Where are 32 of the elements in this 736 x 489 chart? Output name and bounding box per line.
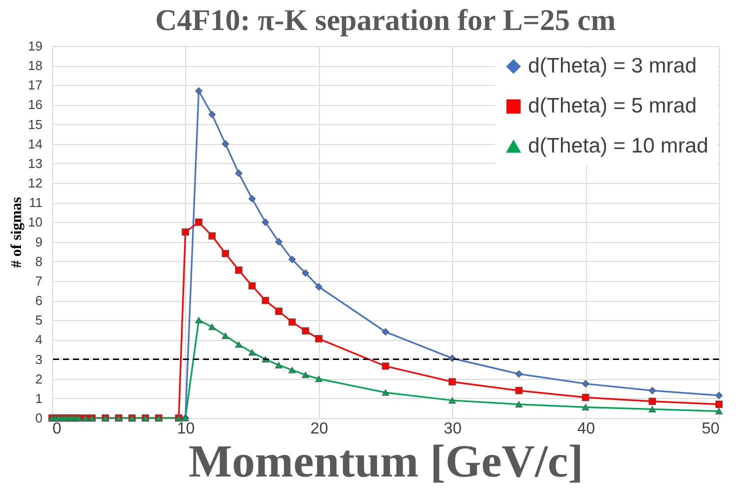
y-tick-label: 2 <box>35 371 42 386</box>
y-tick-label: 6 <box>35 293 42 308</box>
y-tick-label: 13 <box>28 156 42 171</box>
y-tick-label: 5 <box>35 312 42 328</box>
y-tick-label: 3 <box>35 352 42 367</box>
legend-label: d(Theta) = 5 mrad <box>528 94 697 118</box>
x-tick-label: 50 <box>702 420 720 438</box>
y-tick-label: 4 <box>35 332 42 348</box>
y-tick-label: 14 <box>28 136 42 152</box>
y-tick-label: 19 <box>28 38 42 54</box>
x-tick-label: 10 <box>177 420 195 438</box>
y-tick-label: 7 <box>35 273 42 288</box>
x-tick-label: 0 <box>52 420 62 438</box>
x-tick-label: 30 <box>444 420 462 438</box>
x-tick-label: 20 <box>310 420 328 438</box>
y-tick-label: 10 <box>28 214 42 230</box>
y-tick-label: 0 <box>35 410 42 426</box>
y-tick-label: 8 <box>35 254 42 269</box>
legend-label: d(Theta) = 10 mrad <box>528 134 708 158</box>
y-tick-label: 9 <box>35 234 42 250</box>
y-tick-label: 17 <box>28 78 42 93</box>
legend-label: d(Theta) = 3 mrad <box>528 54 697 78</box>
y-tick-label: 18 <box>28 58 42 74</box>
x-tick-label: 40 <box>577 420 596 438</box>
y-tick-label: 15 <box>28 116 42 132</box>
y-tick-label: 16 <box>28 97 42 112</box>
y-tick-label: 12 <box>28 176 42 191</box>
x-axis-title: Momentum [GeV/c] <box>188 436 584 486</box>
y-tick-label: 1 <box>35 390 42 406</box>
y-tick-label: 11 <box>29 195 42 210</box>
y-axis-title: # of sigmas <box>9 196 26 268</box>
chart-title: C4F10: π-K separation for L=25 cm <box>155 4 616 37</box>
